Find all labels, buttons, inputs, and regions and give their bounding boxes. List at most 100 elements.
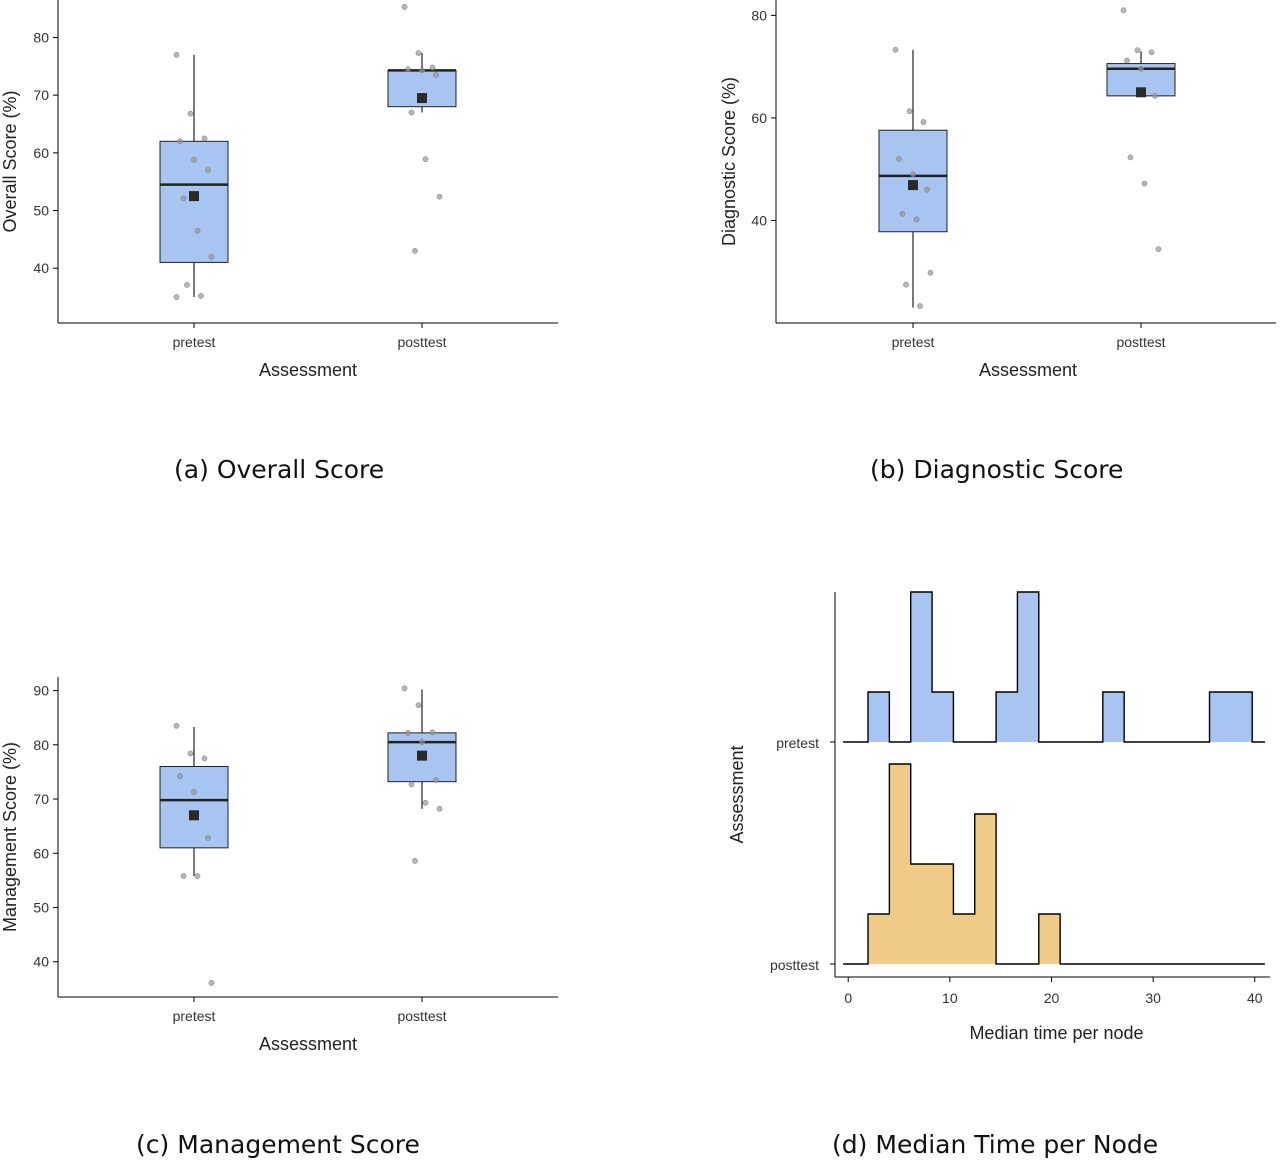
data-point xyxy=(173,51,180,58)
y-axis-title: Diagnostic Score (%) xyxy=(719,77,739,246)
x-tick-label: 40 xyxy=(1247,990,1263,1006)
posttest-histogram-outline xyxy=(843,763,1265,965)
data-point xyxy=(194,227,201,234)
data-point xyxy=(429,64,436,71)
data-point xyxy=(1141,180,1148,187)
x-tick-label: pretest xyxy=(173,334,216,350)
data-point xyxy=(1134,47,1141,54)
data-point xyxy=(415,50,422,56)
y-tick-label: 80 xyxy=(33,737,49,753)
x-tick-label: posttest xyxy=(397,334,446,350)
caption-management-score: (c) Management Score xyxy=(136,1130,428,1159)
caption-letter: (b) xyxy=(870,455,906,484)
data-point xyxy=(913,216,920,223)
data-point xyxy=(173,294,180,300)
data-point xyxy=(1138,65,1144,72)
caption-title: Diagnostic Score xyxy=(913,455,1124,484)
x-axis-title: Assessment xyxy=(979,360,1077,380)
x-tick-label: 0 xyxy=(844,990,852,1006)
data-point xyxy=(208,980,215,986)
x-axis-title: Assessment xyxy=(259,1034,357,1054)
data-point xyxy=(173,722,180,729)
data-point xyxy=(917,303,923,309)
x-tick-label: pretest xyxy=(173,1008,216,1024)
data-point xyxy=(906,108,913,115)
y-tick-label: 70 xyxy=(33,87,49,103)
data-point xyxy=(205,167,211,174)
caption-letter: (c) xyxy=(136,1130,170,1159)
data-point xyxy=(412,248,418,254)
data-point xyxy=(191,789,197,795)
data-point xyxy=(422,156,429,163)
data-point xyxy=(1155,246,1162,253)
data-point xyxy=(405,730,411,736)
data-point xyxy=(1148,49,1155,56)
posttest-histogram-fill xyxy=(846,764,1253,964)
mean-marker xyxy=(417,750,427,761)
data-point xyxy=(194,873,201,879)
data-point xyxy=(433,777,439,783)
data-point xyxy=(401,685,408,692)
data-point xyxy=(405,66,411,73)
median-time-ridgeline: 0 10 20 30 40 pretest posttest Median time per … xyxy=(727,591,1270,1043)
data-point xyxy=(419,67,425,74)
x-tick-label: 10 xyxy=(942,990,958,1006)
pretest-histogram-fill xyxy=(846,592,1253,742)
data-point xyxy=(436,805,443,812)
y-axis-title: Assessment xyxy=(727,745,747,843)
y-tick-label: 40 xyxy=(33,954,49,970)
data-point xyxy=(924,186,930,193)
x-tick-label: pretest xyxy=(892,334,935,350)
data-point xyxy=(1127,154,1134,161)
y-tick-label: 60 xyxy=(33,845,49,861)
data-point xyxy=(401,4,408,10)
mean-marker xyxy=(189,191,199,202)
data-point xyxy=(177,773,183,780)
caption-letter: (d) xyxy=(832,1130,868,1159)
data-point xyxy=(180,195,187,202)
y-tick-label: 50 xyxy=(33,203,49,219)
data-point xyxy=(187,750,194,757)
data-point xyxy=(436,193,443,200)
data-point xyxy=(896,156,902,162)
data-point xyxy=(910,171,916,178)
data-point xyxy=(422,799,429,806)
x-tick-label: posttest xyxy=(397,1008,446,1024)
management-score-boxplot: 40 50 60 70 80 90 pretest posttest Assessment Man… xyxy=(0,677,558,1054)
data-point xyxy=(205,835,211,841)
data-point xyxy=(920,119,927,125)
diagnostic-score-boxplot: 40 60 80 pretest posttest Assessment Diagnosti… xyxy=(719,0,1276,380)
data-point xyxy=(1124,57,1130,64)
data-point xyxy=(408,781,415,788)
x-axis-title: Median time per node xyxy=(969,1023,1143,1043)
box xyxy=(159,765,229,849)
data-point xyxy=(1152,93,1158,99)
caption-diagnostic-score: (b) Diagnostic Score xyxy=(870,455,1131,484)
data-point xyxy=(201,135,208,142)
y-tick-label: pretest xyxy=(776,735,819,751)
data-point xyxy=(201,755,208,762)
data-point xyxy=(198,293,204,299)
x-axis-title: Assessment xyxy=(259,360,357,380)
y-tick-label: 90 xyxy=(33,683,49,699)
caption-letter: (a) xyxy=(174,455,209,484)
pretest-histogram-outline xyxy=(843,591,1265,743)
y-tick-label: 60 xyxy=(751,110,767,126)
x-tick-label: posttest xyxy=(1116,334,1165,350)
data-point xyxy=(412,858,418,864)
y-tick-label: 40 xyxy=(33,260,49,276)
y-tick-label: posttest xyxy=(770,957,819,973)
y-tick-label: 40 xyxy=(751,212,767,228)
x-tick-label: 20 xyxy=(1044,990,1060,1006)
data-point xyxy=(429,729,436,736)
overall-score-boxplot: 40 50 60 70 80 pretest posttest Assessment Overa… xyxy=(0,0,558,380)
data-point xyxy=(419,739,425,745)
y-tick-label: 60 xyxy=(33,145,49,161)
data-point xyxy=(927,269,934,276)
mean-marker xyxy=(189,810,199,821)
data-point xyxy=(433,72,439,78)
data-point xyxy=(177,138,183,145)
data-point xyxy=(903,281,909,288)
caption-title: Management Score xyxy=(177,1130,420,1159)
data-point xyxy=(899,210,906,217)
